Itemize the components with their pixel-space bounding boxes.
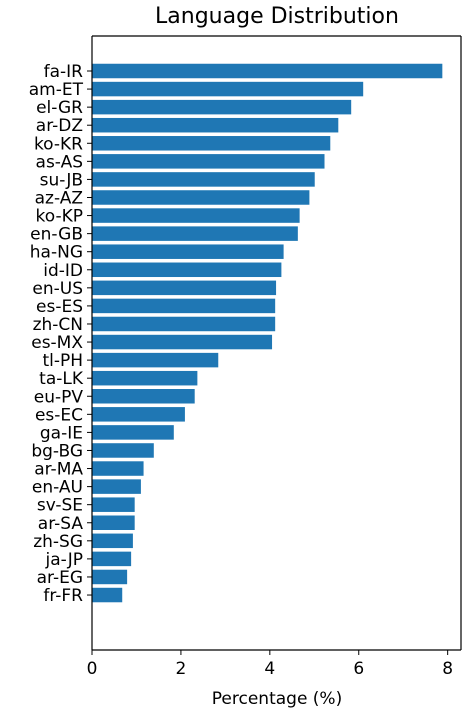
y-tick-label: su-JB [40, 170, 83, 190]
x-axis-label: Percentage (%) [212, 689, 342, 709]
bar-am-ET [92, 81, 364, 97]
y-tick-label: ha-NG [30, 243, 83, 263]
bar-en-US [92, 280, 277, 296]
bar-ar-MA [92, 461, 144, 476]
y-tick-label: el-GR [36, 98, 83, 118]
y-tick-label: tl-PH [42, 351, 83, 371]
y-tick-label: as-AS [36, 152, 83, 172]
y-tick-label: ja-JP [45, 550, 84, 570]
bar-es-MX [92, 334, 273, 350]
bar-el-GR [92, 99, 352, 115]
x-ticks: 0 2 4 6 8 [87, 650, 453, 679]
y-tick-label: eu-PV [34, 387, 84, 407]
y-tick-label: zh-SG [33, 532, 83, 552]
bar-sv-SE [92, 497, 135, 512]
y-tick-label: az-AZ [35, 188, 83, 208]
bar-ga-IE [92, 425, 174, 440]
bars-group [92, 63, 443, 603]
y-tick-label: fa-IR [44, 62, 84, 82]
y-tick-label: en-US [32, 279, 83, 299]
y-tick-label: fr-FR [43, 586, 83, 606]
bar-ta-LK [92, 370, 198, 386]
y-tick-label: ar-EG [37, 568, 83, 588]
bar-ha-NG [92, 244, 284, 259]
bar-zh-SG [92, 533, 133, 549]
bar-ar-EG [92, 569, 128, 585]
y-tick-label: am-ET [29, 80, 84, 100]
x-tick-label: 6 [353, 659, 364, 679]
x-tick-label: 8 [442, 659, 453, 679]
y-tick-label: id-ID [43, 261, 83, 281]
bar-ar-SA [92, 515, 135, 530]
y-tick-label: ar-MA [34, 460, 83, 480]
bar-en-GB [92, 226, 298, 241]
bar-en-AU [92, 479, 141, 494]
y-tick-label: ta-LK [39, 369, 84, 389]
bar-ar-DZ [92, 117, 339, 133]
y-tick-label: en-AU [32, 478, 83, 498]
y-tick-label: es-EC [35, 405, 83, 425]
x-tick-label: 4 [264, 659, 275, 679]
x-tick-label: 2 [176, 659, 187, 679]
y-tick-label: es-ES [36, 297, 83, 317]
y-tick-label: en-GB [30, 225, 83, 245]
bar-as-AS [92, 154, 325, 169]
y-tick-label: ko-KR [34, 134, 83, 154]
y-tick-label: es-MX [31, 333, 83, 353]
bar-ko-KP [92, 208, 300, 223]
bar-ko-KR [92, 136, 331, 151]
y-tick-label: sv-SE [37, 496, 83, 516]
y-tick-label: ko-KP [36, 207, 84, 227]
x-tick-label: 0 [87, 659, 98, 679]
bar-fa-IR [92, 63, 443, 79]
bar-eu-PV [92, 389, 195, 404]
bar-tl-PH [92, 352, 219, 368]
y-tick-label: ar-SA [38, 514, 84, 534]
chart-title: Language Distribution [155, 4, 399, 29]
bar-ja-JP [92, 551, 132, 567]
y-tick-labels: fa-IRam-ETel-GRar-DZko-KRas-ASsu-JBaz-AZ… [29, 62, 92, 606]
bar-id-ID [92, 262, 282, 278]
y-tick-label: bg-BG [31, 441, 83, 461]
bar-fr-FR [92, 587, 123, 603]
bar-az-AZ [92, 190, 310, 205]
bar-su-JB [92, 172, 315, 187]
bar-es-ES [92, 298, 276, 314]
y-tick-label: zh-CN [33, 315, 83, 335]
bar-zh-CN [92, 316, 276, 332]
y-tick-label: ar-DZ [36, 116, 83, 136]
y-tick-label: ga-IE [40, 423, 83, 443]
bar-es-EC [92, 407, 185, 422]
bar-bg-BG [92, 443, 154, 458]
